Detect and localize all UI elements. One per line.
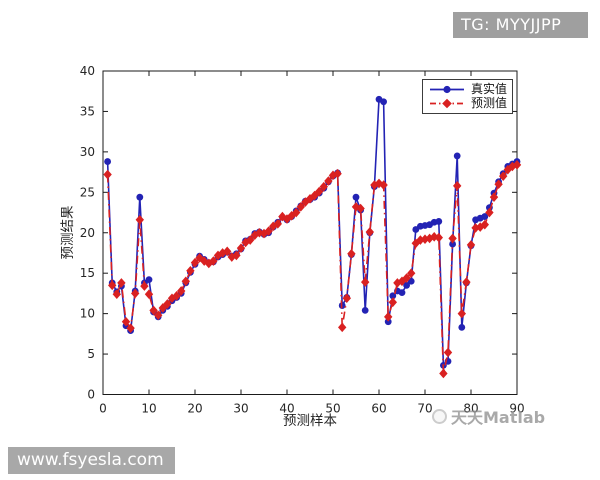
legend-label-predicted-value: 预测值 — [471, 96, 508, 111]
legend-label-true-value: 真实值 — [471, 81, 508, 96]
svg-text:70: 70 — [417, 402, 432, 416]
watermark-tiantian-matlab: 天天Matlab — [432, 406, 546, 427]
legend-item-predicted-value: 预测值 — [428, 97, 508, 110]
svg-text:90: 90 — [509, 402, 524, 416]
svg-text:0: 0 — [99, 402, 107, 416]
legend-line-sample-predicted-value — [428, 97, 466, 110]
svg-text:20: 20 — [80, 226, 95, 240]
svg-text:60: 60 — [371, 402, 386, 416]
legend-line-sample-true-value — [428, 83, 466, 96]
svg-text:50: 50 — [325, 402, 340, 416]
svg-text:15: 15 — [80, 266, 95, 280]
svg-text:40: 40 — [279, 402, 294, 416]
svg-text:0: 0 — [87, 388, 95, 402]
svg-text:10: 10 — [141, 402, 156, 416]
svg-text:25: 25 — [80, 185, 95, 199]
svg-text:30: 30 — [80, 145, 95, 159]
watermark-website: www.fsyesla.com — [8, 447, 175, 474]
legend: 真实值 预测值 — [422, 79, 513, 114]
y-axis-ticks: 0 5 10 15 20 25 30 35 40 — [80, 64, 517, 402]
svg-text:35: 35 — [80, 104, 95, 118]
y-axis-label: 预测结果 — [60, 205, 76, 259]
watermark-tg-badge: TG: MYYJJPP — [453, 12, 588, 38]
svg-text:20: 20 — [187, 402, 202, 416]
svg-text:30: 30 — [233, 402, 248, 416]
series-predicted-value — [103, 160, 522, 379]
x-axis-ticks: 0 10 20 30 40 50 60 70 80 90 — [99, 71, 525, 416]
svg-text:80: 80 — [463, 402, 478, 416]
svg-text:40: 40 — [80, 64, 95, 78]
watermark-tiantian-matlab-text: 天天Matlab — [451, 408, 546, 427]
x-axis-label: 预测样本 — [283, 413, 337, 429]
svg-text:5: 5 — [87, 347, 95, 361]
series-true-value — [104, 95, 521, 369]
tiantian-matlab-logo-icon — [432, 408, 447, 424]
plot-box — [102, 70, 518, 395]
legend-item-true-value: 真实值 — [428, 81, 508, 96]
svg-text:10: 10 — [80, 307, 95, 321]
